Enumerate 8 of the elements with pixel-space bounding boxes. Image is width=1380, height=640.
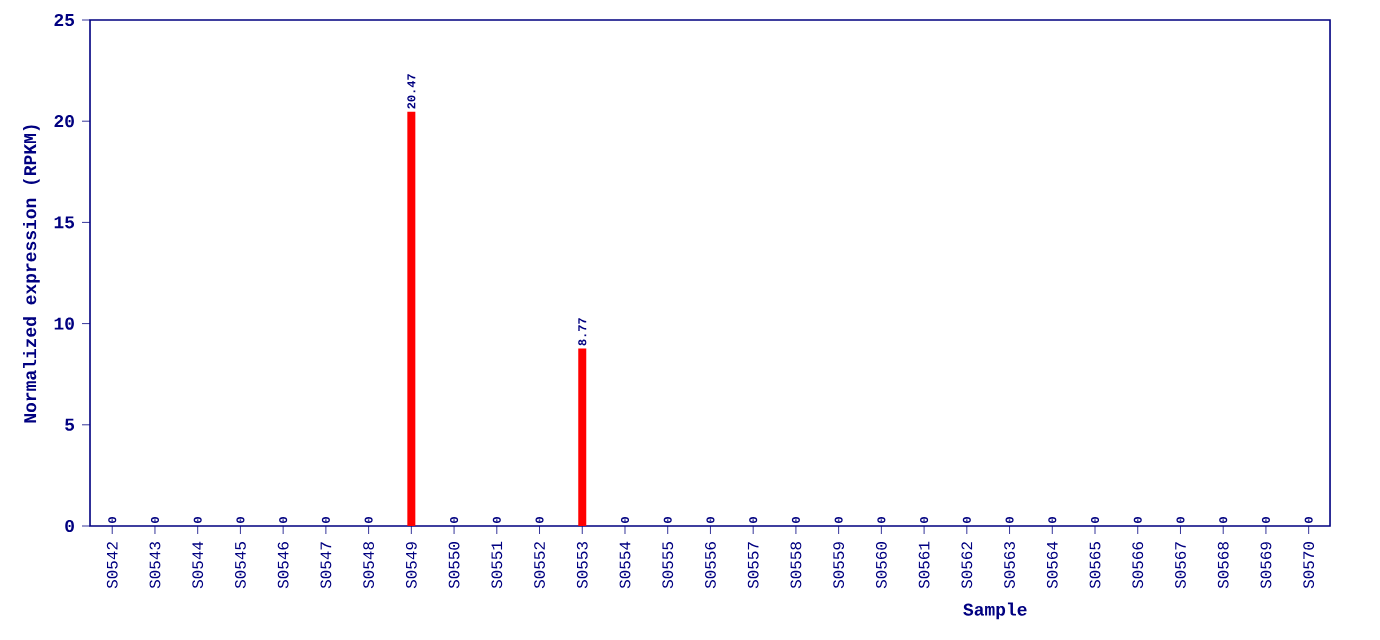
y-tick-label: 0 xyxy=(65,519,74,533)
y-tick-label: 15 xyxy=(54,216,75,229)
y-tick-label: 5 xyxy=(65,418,75,431)
x-axis-title: Sample xyxy=(963,602,1027,620)
y-tick-label: 20 xyxy=(54,115,74,128)
y-axis-title: Normalized expression (RPKM) xyxy=(23,125,40,423)
y-tick-label: 25 xyxy=(54,13,75,27)
y-tick-label: 10 xyxy=(54,317,74,330)
